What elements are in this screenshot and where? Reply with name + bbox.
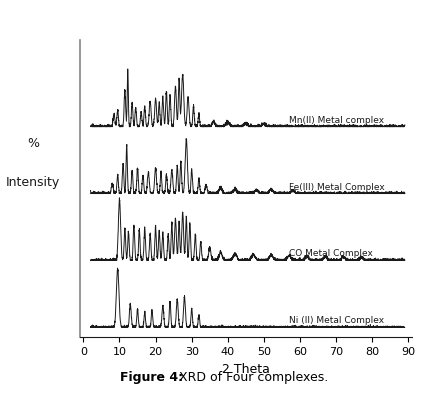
Text: CO Metal Complex: CO Metal Complex	[289, 249, 373, 258]
X-axis label: 2 Theta: 2 Theta	[222, 363, 270, 376]
Text: Mn(II) Metal complex: Mn(II) Metal complex	[289, 116, 385, 125]
Text: XRD of Four complexes.: XRD of Four complexes.	[175, 371, 328, 384]
Text: %: %	[27, 137, 39, 150]
Text: Ni (II) Metal Complex: Ni (II) Metal Complex	[289, 316, 385, 326]
Text: Intensity: Intensity	[6, 176, 60, 189]
Text: Fe(III) Metal Complex: Fe(III) Metal Complex	[289, 183, 385, 192]
Text: Figure 4:: Figure 4:	[120, 371, 183, 384]
